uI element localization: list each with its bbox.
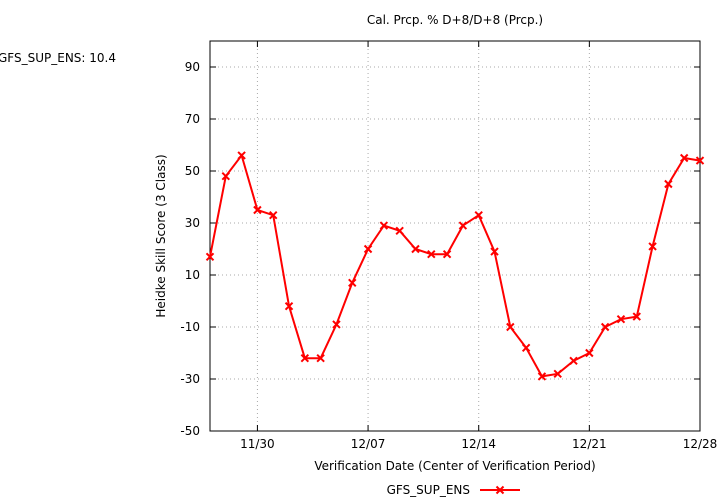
data-point-marker [600,322,610,332]
y-tick-label: -10 [180,320,200,334]
y-axis-label: Heidke Skill Score (3 Class) [154,154,168,317]
legend: GFS_SUP_ENS [387,483,520,497]
data-point-marker [695,156,705,165]
data-point-marker [332,320,341,329]
legend-label: GFS_SUP_ENS [387,483,470,497]
axis-ticks: -50 -30 -10 10 30 50 70 90 11/30 12/07 12/14 12/21 1… [180,41,717,451]
data-point-marker [679,153,689,163]
chart-title: Cal. Prcp. % D+8/D+8 (Prcp.) [367,13,543,27]
y-tick-label: 50 [185,164,200,178]
x-tick-label: 12/28 [683,437,718,451]
data-point-marker [442,249,452,259]
data-point-marker [221,171,231,181]
data-point-marker [537,372,547,381]
data-point-marker [395,226,404,236]
x-tick-label: 12/14 [461,437,496,451]
data-point-marker [316,353,325,363]
data-point-marker [521,343,531,353]
series-line [209,153,701,378]
data-point-marker [253,205,262,215]
data-point-marker [585,348,594,358]
data-point-marker [379,221,389,230]
data-point-marker [300,353,310,363]
y-tick-label: -50 [180,424,200,438]
data-point-marker [648,242,657,251]
data-point-marker [363,244,373,254]
series-layer [205,151,705,381]
side-score-note: GFS_SUP_ENS: 10.4 [0,51,116,65]
data-point-marker [664,179,673,189]
data-point-marker [506,322,515,332]
data-point-marker [458,221,468,230]
data-point-marker [616,314,626,324]
data-point-marker [269,210,278,220]
data-point-marker [632,312,641,321]
legend-marker [495,485,505,495]
data-point-marker [284,301,294,311]
data-point-marker [348,278,357,288]
data-point-marker [411,244,420,254]
data-point-marker [490,247,499,256]
data-point-marker [427,249,436,259]
data-point-marker [569,356,578,366]
data-point-marker [553,369,562,379]
data-point-marker [237,151,246,160]
x-axis-label: Verification Date (Center of Verificatio… [314,459,595,473]
y-tick-label: 70 [185,112,200,126]
x-tick-label: 12/07 [351,437,386,451]
data-point-marker [205,252,215,262]
y-tick-label: -30 [180,372,200,386]
y-tick-label: 30 [185,216,200,230]
data-point-marker [474,210,483,220]
y-tick-label: 10 [185,268,200,282]
x-tick-label: 11/30 [240,437,275,451]
x-tick-label: 12/21 [572,437,607,451]
y-tick-label: 90 [185,60,200,74]
grid-lines [210,41,700,431]
plot-frame [209,40,701,432]
